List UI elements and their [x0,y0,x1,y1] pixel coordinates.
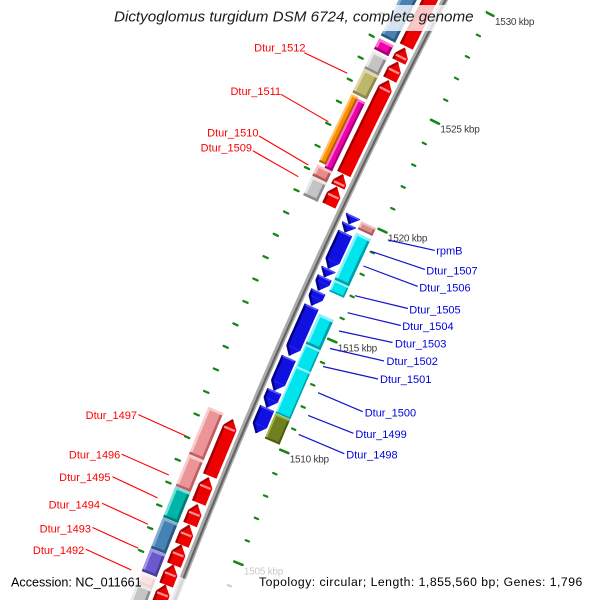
svg-text:Dtur_1499: Dtur_1499 [355,429,406,441]
svg-text:Dtur_1510: Dtur_1510 [207,128,258,140]
svg-text:Dtur_1493: Dtur_1493 [40,523,91,535]
svg-text:Dtur_1511: Dtur_1511 [230,86,281,98]
svg-text:Dtur_1502: Dtur_1502 [387,356,438,368]
svg-text:1515 kbp: 1515 kbp [338,344,378,355]
svg-text:Dtur_1507: Dtur_1507 [426,265,477,277]
svg-text:Dtur_1494: Dtur_1494 [49,499,100,511]
svg-text:Dtur_1506: Dtur_1506 [419,283,470,295]
svg-text:1510 kbp: 1510 kbp [290,454,330,465]
svg-text:Dtur_1497: Dtur_1497 [86,410,137,422]
svg-text:1525 kbp: 1525 kbp [440,125,480,136]
svg-text:Dtur_1505: Dtur_1505 [409,305,460,317]
svg-text:Dictyoglomus turgidum DSM 6724: Dictyoglomus turgidum DSM 6724, complete… [114,9,474,26]
svg-text:Dtur_1500: Dtur_1500 [365,407,416,419]
svg-text:Dtur_1504: Dtur_1504 [402,321,453,333]
svg-text:rpmB: rpmB [436,246,462,258]
svg-text:Topology: circular; Length: 1,: Topology: circular; Length: 1,855,560 bp… [259,575,583,589]
svg-text:Dtur_1495: Dtur_1495 [59,472,110,484]
svg-text:Dtur_1512: Dtur_1512 [254,43,305,55]
svg-text:Dtur_1501: Dtur_1501 [380,374,431,386]
svg-text:Dtur_1492: Dtur_1492 [33,545,84,557]
svg-text:Dtur_1509: Dtur_1509 [201,143,252,155]
svg-text:1520 kbp: 1520 kbp [388,234,428,245]
svg-text:Dtur_1496: Dtur_1496 [69,449,120,461]
svg-text:Dtur_1503: Dtur_1503 [395,338,446,350]
svg-text:1530 kbp: 1530 kbp [495,17,535,28]
svg-text:Accession: NC_011661: Accession: NC_011661 [11,576,142,590]
svg-text:Dtur_1498: Dtur_1498 [346,450,397,462]
